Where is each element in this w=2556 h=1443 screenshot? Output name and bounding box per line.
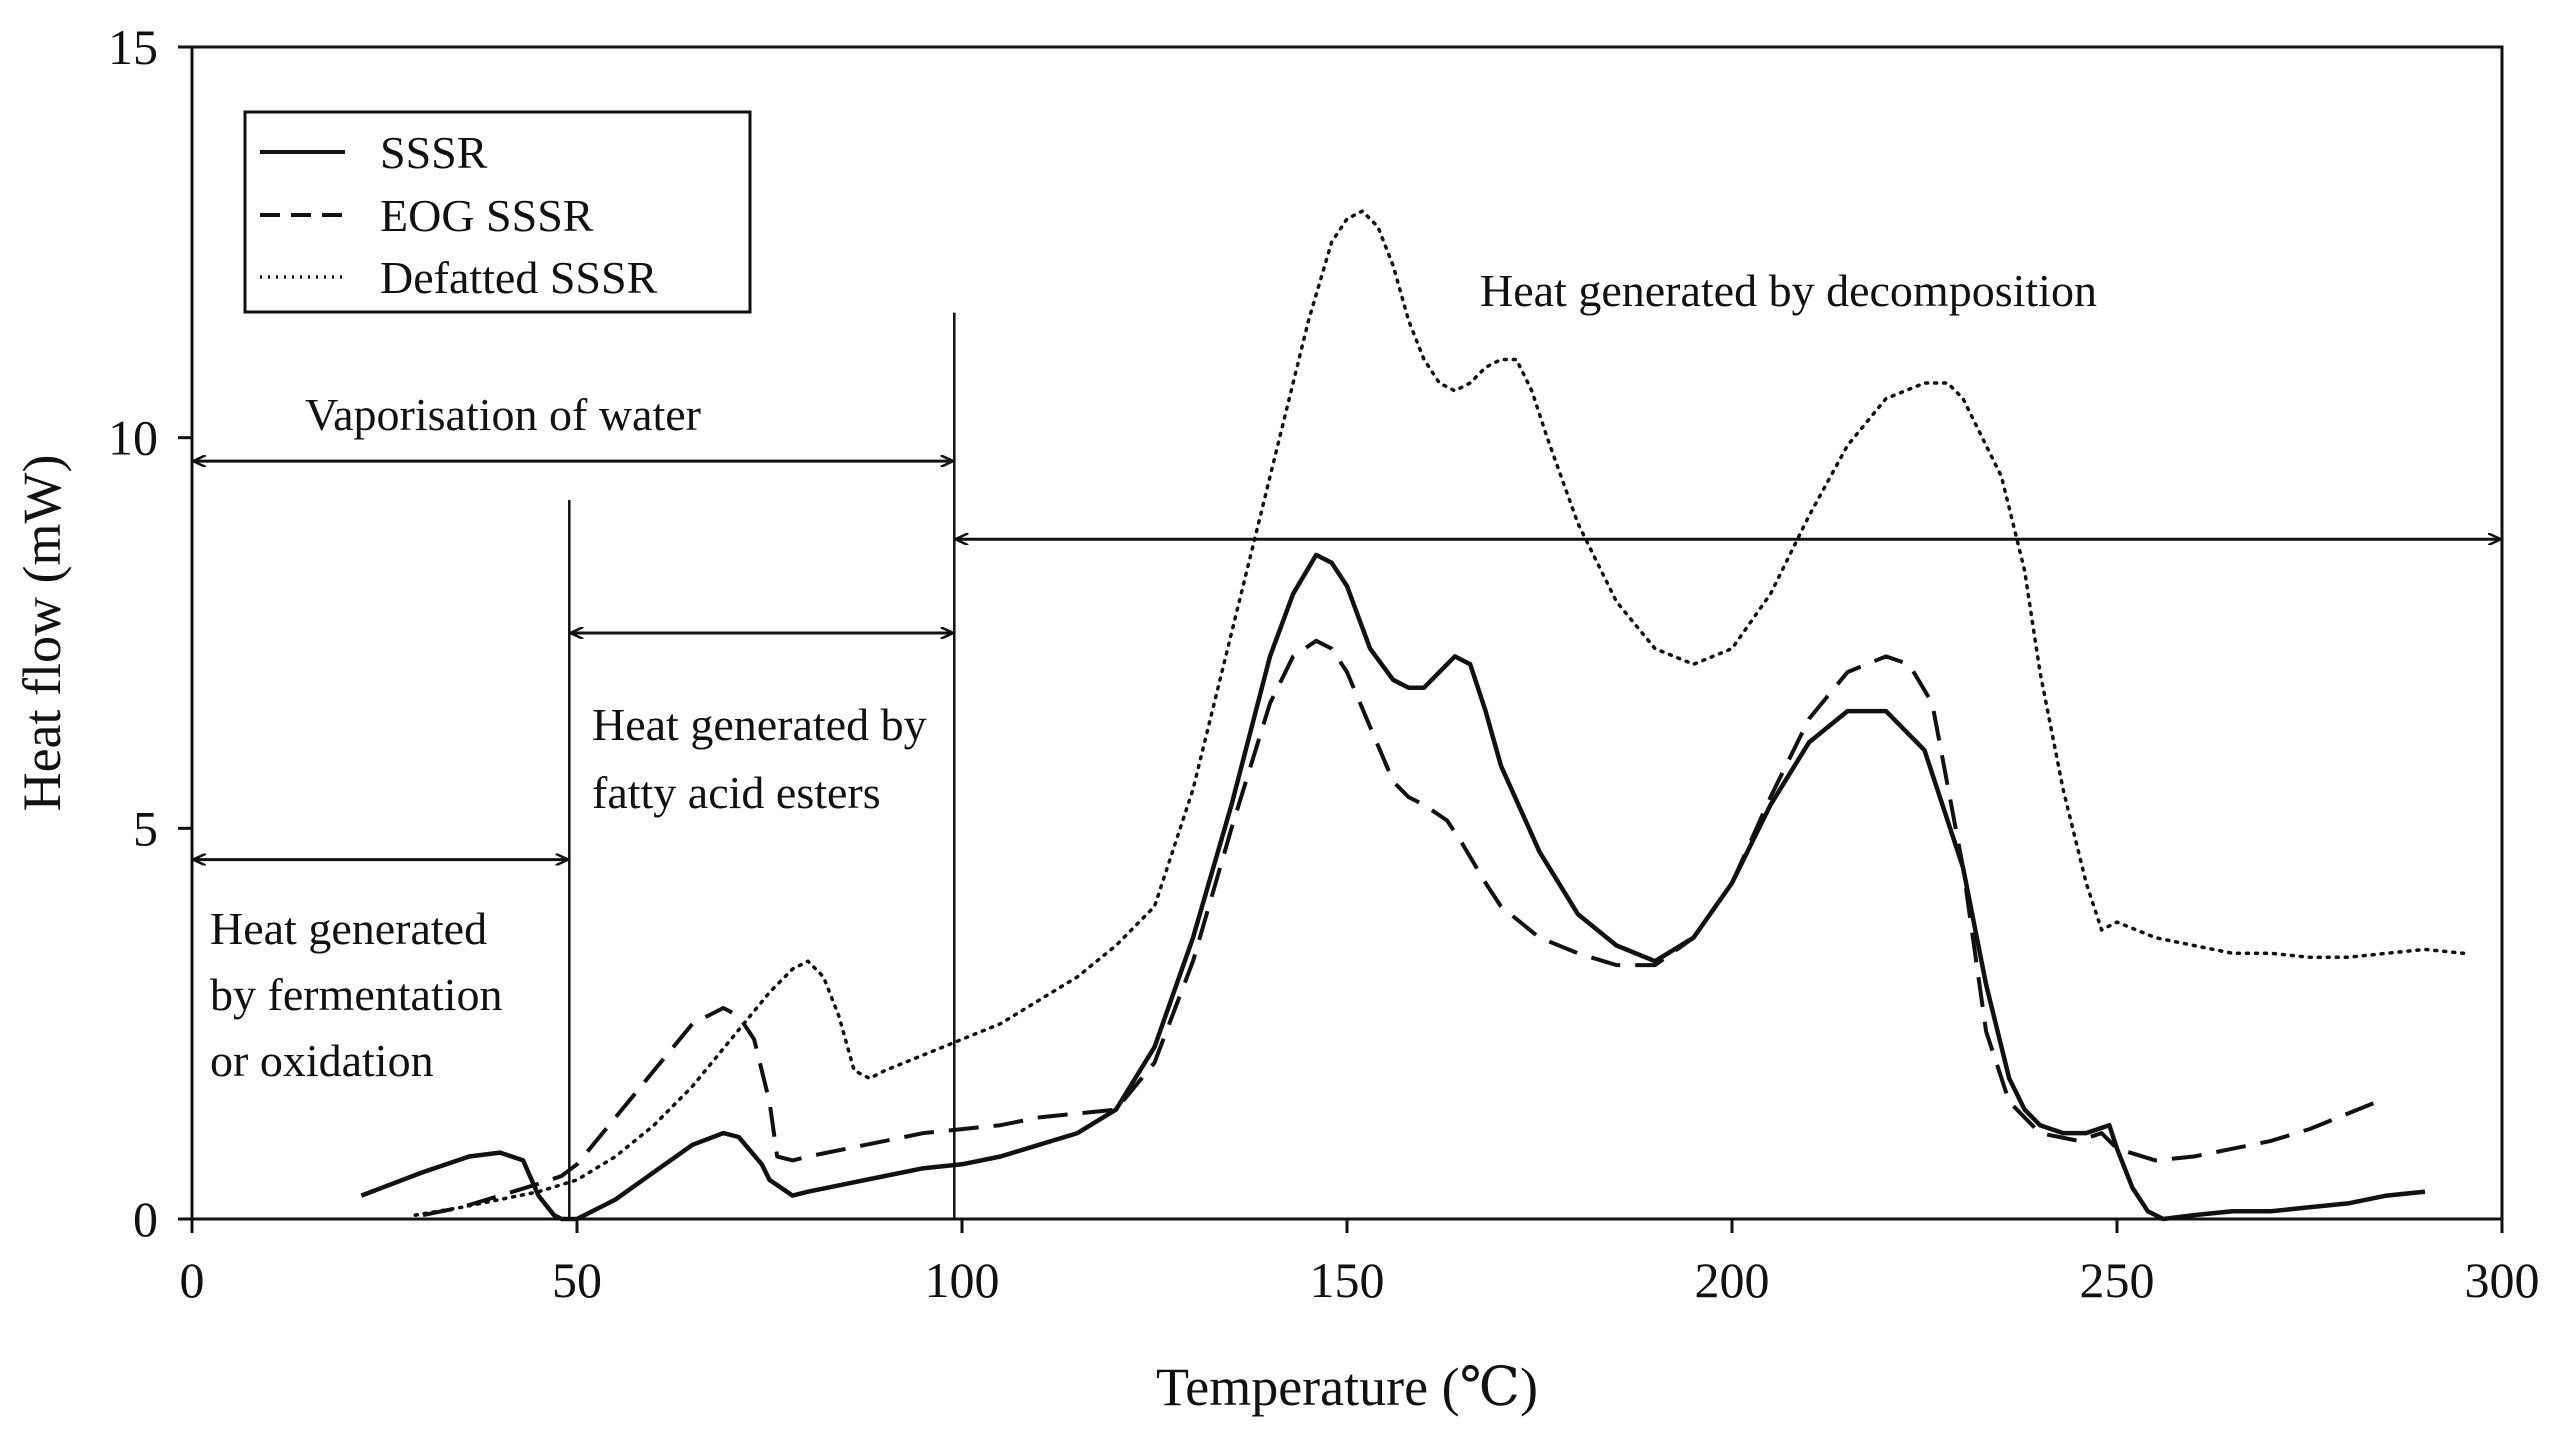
y-tick-label: 10	[108, 410, 158, 466]
annotation-fermentation-line-3: or oxidation	[210, 1035, 434, 1086]
annotation-fermentation-line-1: Heat generated	[210, 903, 487, 954]
legend-box	[243, 110, 752, 314]
annotation-fatty-line-2: fatty acid esters	[592, 767, 881, 818]
x-tick-label: 0	[180, 1252, 205, 1308]
x-tick-label: 250	[2080, 1252, 2155, 1308]
series-line-eog-sssr	[422, 638, 2388, 1218]
series-line-sssr	[360, 552, 2426, 1222]
y-tick-label: 5	[133, 800, 158, 856]
series-layer	[360, 209, 2466, 1222]
legend: SSSR EOG SSSR Defatted SSSR	[243, 110, 752, 314]
annotation-fermentation-line-2: by fermentation	[210, 969, 503, 1020]
x-tick-labels: 0 50 100 150 200 250 300	[180, 1252, 2540, 1308]
legend-label-eog-sssr: EOG SSSR	[380, 190, 594, 241]
x-tick-label: 50	[552, 1252, 602, 1308]
x-tick-label: 100	[925, 1252, 1000, 1308]
annotation-decomposition: Heat generated by decomposition	[1480, 265, 2097, 316]
legend-label-sssr: SSSR	[380, 127, 488, 178]
y-tick-label: 15	[108, 19, 158, 75]
region-dividers	[568, 312, 956, 1219]
y-axis-title: Heat flow (mW)	[12, 455, 72, 812]
axis-ticks	[178, 45, 2504, 1233]
x-tick-label: 200	[1695, 1252, 1770, 1308]
annotation-water: Vaporisation of water	[305, 389, 701, 440]
x-tick-label: 150	[1310, 1252, 1385, 1308]
y-tick-label: 0	[133, 1191, 158, 1247]
legend-label-defatted-sssr: Defatted SSSR	[380, 252, 658, 303]
annotation-fatty-line-1: Heat generated by	[592, 699, 927, 750]
x-axis-title: Temperature (℃)	[1156, 1357, 1538, 1417]
y-tick-labels: 0 5 10 15	[108, 19, 158, 1247]
region-arrows	[194, 461, 2500, 859]
x-tick-label: 300	[2465, 1252, 2540, 1308]
